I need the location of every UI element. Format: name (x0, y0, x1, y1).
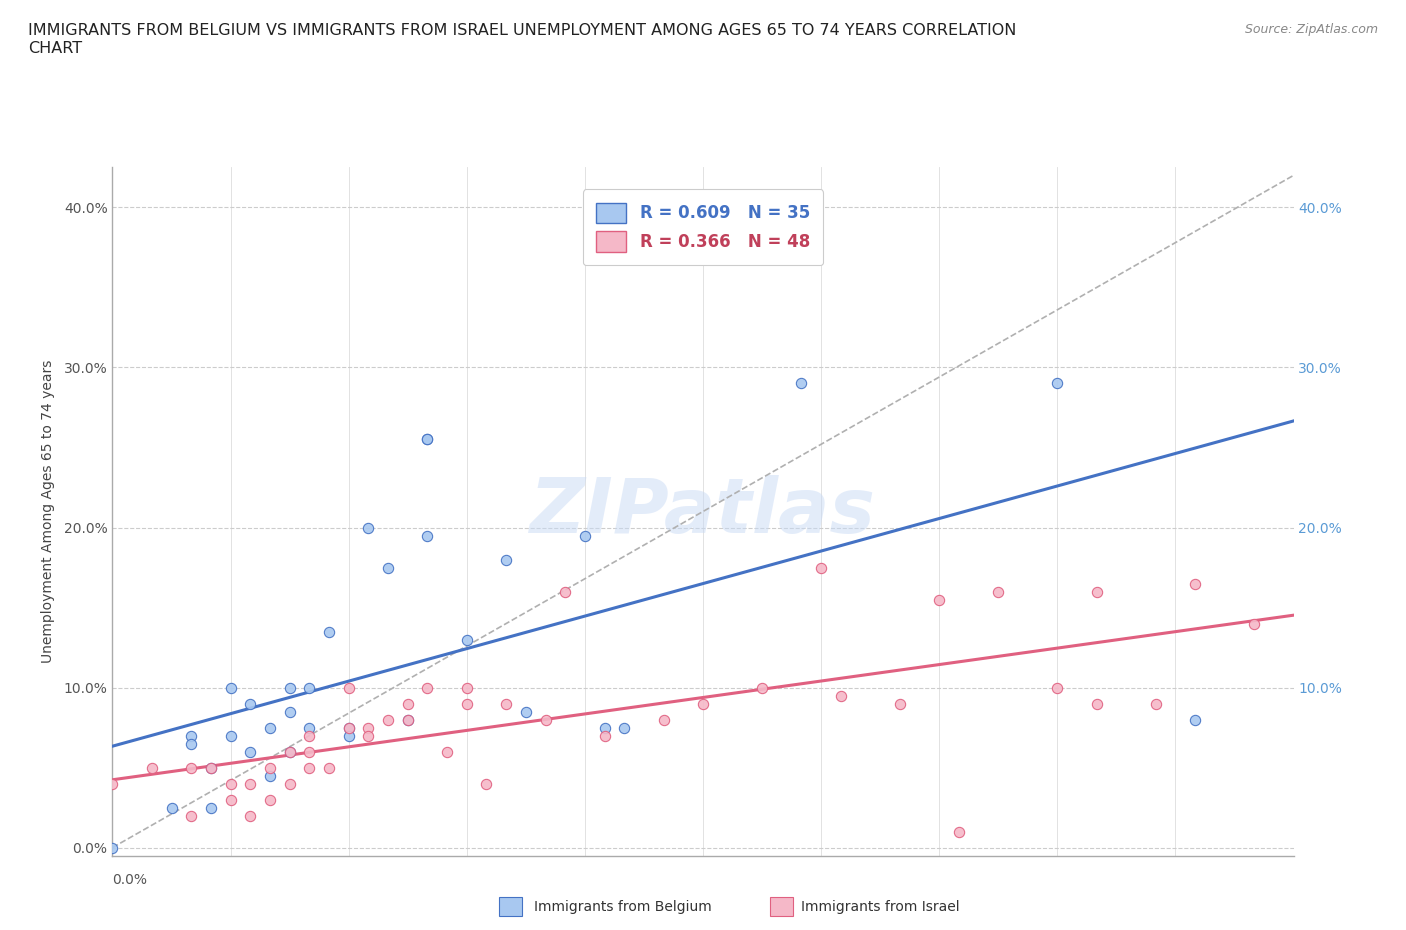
Point (652, 712, 675, 727)
Point (337, 720, 360, 735)
Point (180, 760, 202, 775)
Point (278, 744, 301, 759)
Text: ZIPatlas: ZIPatlas (530, 474, 876, 549)
Point (239, 744, 262, 759)
Legend: R = 0.609   N = 35, R = 0.366   N = 48: R = 0.609 N = 35, R = 0.366 N = 48 (583, 190, 823, 265)
Text: Immigrants from Israel: Immigrants from Israel (801, 899, 960, 914)
Point (298, 680, 321, 695)
Point (298, 728, 321, 743)
Point (436, 744, 458, 759)
Point (987, 584, 1010, 599)
Point (1046, 680, 1069, 695)
Point (1184, 712, 1206, 727)
Text: Immigrants from Belgium: Immigrants from Belgium (534, 899, 711, 914)
Text: 0.0%: 0.0% (112, 872, 148, 887)
Point (948, 824, 970, 839)
Point (219, 792, 242, 807)
Point (219, 680, 242, 695)
Point (239, 777, 262, 791)
Point (200, 800, 222, 815)
Point (515, 704, 537, 719)
Point (101, 777, 124, 791)
Point (278, 777, 301, 791)
Point (337, 720, 360, 735)
Point (554, 584, 576, 599)
Point (416, 432, 439, 447)
Point (456, 680, 478, 695)
Point (790, 376, 813, 391)
Point (495, 552, 517, 567)
Point (456, 697, 478, 711)
Point (298, 744, 321, 759)
Point (416, 528, 439, 543)
Point (357, 728, 380, 743)
Point (1085, 584, 1108, 599)
Point (160, 800, 183, 815)
Point (1085, 697, 1108, 711)
Point (101, 840, 124, 855)
Point (239, 808, 262, 823)
Point (534, 712, 557, 727)
Point (1184, 576, 1206, 591)
Point (219, 728, 242, 743)
Point (1144, 697, 1167, 711)
Point (180, 728, 202, 743)
Point (593, 728, 616, 743)
Point (180, 737, 202, 751)
Point (377, 712, 399, 727)
Point (298, 720, 321, 735)
Point (318, 760, 340, 775)
Point (298, 760, 321, 775)
Point (200, 760, 222, 775)
Point (475, 777, 498, 791)
Point (751, 680, 773, 695)
Point (1243, 616, 1265, 631)
Point (200, 760, 222, 775)
Point (377, 560, 399, 575)
Y-axis label: Unemployment Among Ages 65 to 74 years: Unemployment Among Ages 65 to 74 years (41, 360, 55, 663)
Point (416, 432, 439, 447)
Point (239, 697, 262, 711)
Point (456, 632, 478, 647)
Point (278, 744, 301, 759)
Point (219, 777, 242, 791)
Point (396, 697, 419, 711)
Point (357, 720, 380, 735)
Point (259, 760, 281, 775)
Point (396, 712, 419, 727)
Point (1046, 376, 1069, 391)
Point (416, 680, 439, 695)
Point (928, 592, 950, 607)
Point (613, 720, 636, 735)
Point (357, 520, 380, 535)
Point (396, 712, 419, 727)
Point (337, 680, 360, 695)
Point (318, 624, 340, 639)
Point (180, 808, 202, 823)
Point (593, 720, 616, 735)
Text: IMMIGRANTS FROM BELGIUM VS IMMIGRANTS FROM ISRAEL UNEMPLOYMENT AMONG AGES 65 TO : IMMIGRANTS FROM BELGIUM VS IMMIGRANTS FR… (28, 23, 1017, 56)
Point (278, 704, 301, 719)
Point (259, 792, 281, 807)
Point (574, 528, 596, 543)
Point (259, 720, 281, 735)
Point (692, 697, 714, 711)
Point (337, 728, 360, 743)
Text: Source: ZipAtlas.com: Source: ZipAtlas.com (1244, 23, 1378, 36)
Point (810, 560, 832, 575)
Point (259, 768, 281, 783)
Point (830, 688, 852, 703)
Point (278, 680, 301, 695)
Point (495, 697, 517, 711)
Point (141, 760, 163, 775)
Point (889, 697, 911, 711)
